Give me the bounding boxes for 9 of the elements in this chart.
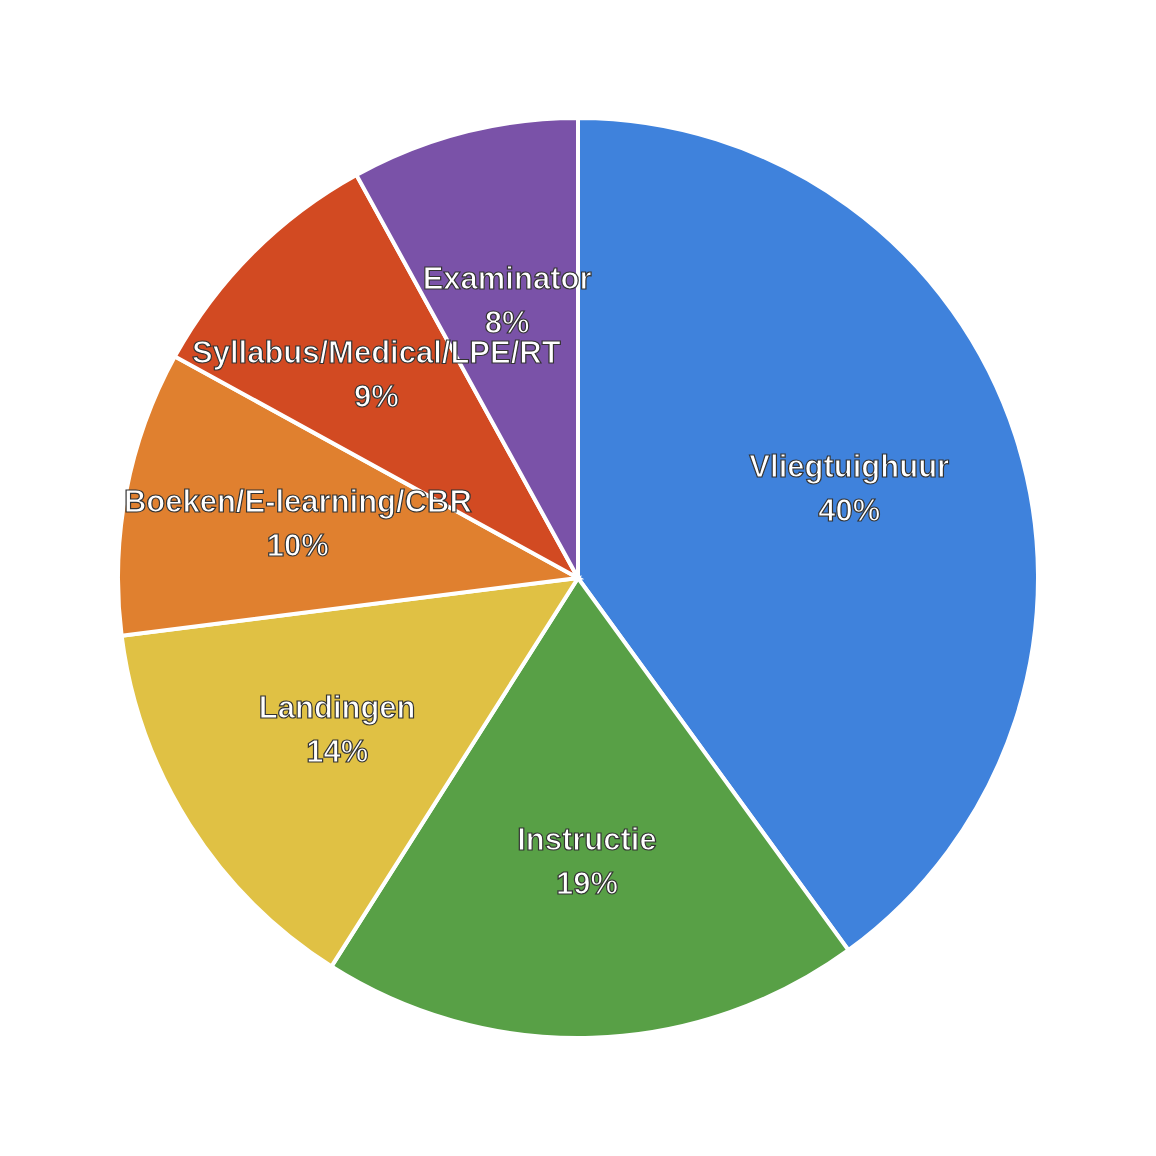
data-label: 8%: [484, 304, 530, 340]
data-label: 19%: [555, 866, 618, 902]
slice-label: Vliegtuighuur: [749, 448, 950, 484]
data-label: 9%: [353, 379, 399, 415]
slice-label: Instructie: [517, 822, 657, 858]
data-label: 14%: [306, 733, 369, 769]
data-label: 10%: [266, 527, 329, 563]
data-label: 40%: [818, 492, 881, 528]
slice-label: Landingen: [258, 689, 416, 725]
